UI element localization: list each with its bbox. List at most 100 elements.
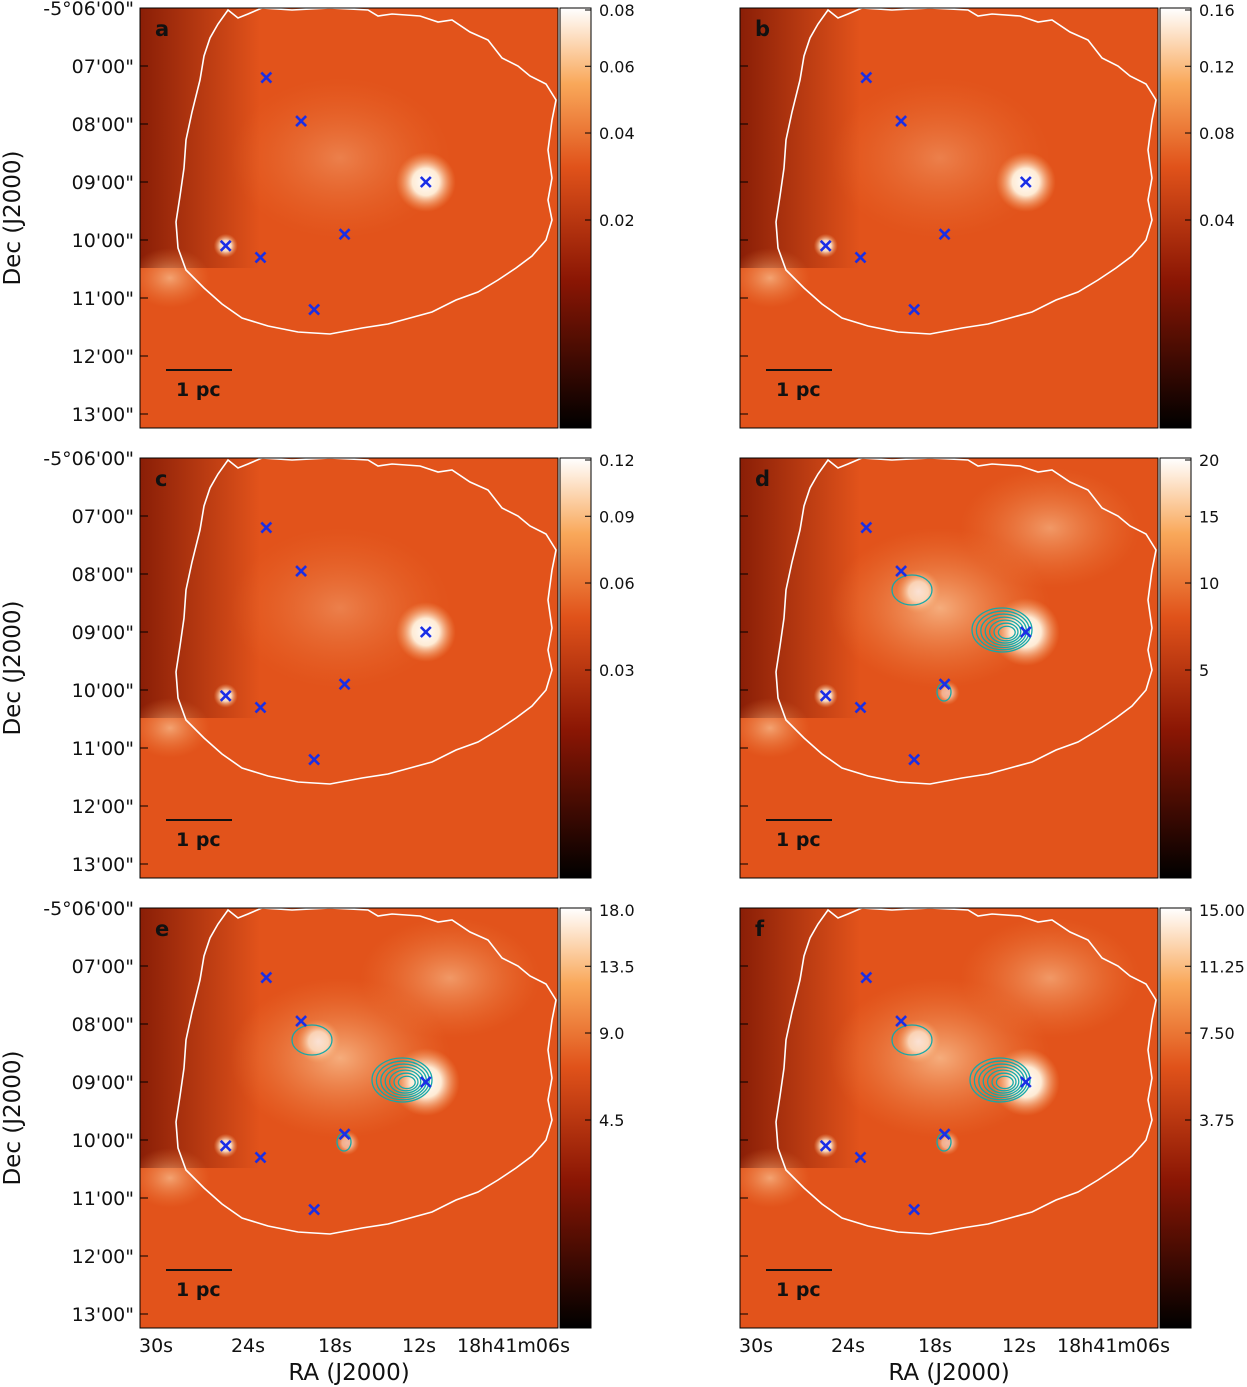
colorbar-tick-label: 15.00 <box>1199 901 1245 920</box>
panel-letter: c <box>155 467 167 491</box>
warm-region <box>740 1148 810 1208</box>
ra-tick-label: 18s <box>318 1335 352 1357</box>
colorbar <box>559 457 592 879</box>
source-marker <box>260 971 273 984</box>
map-frame <box>139 7 559 429</box>
scale-bar-label: 1 pc <box>176 1279 221 1301</box>
y-axis-title: Dec (J2000) <box>0 1050 26 1185</box>
source-marker <box>819 239 832 252</box>
dec-tick-label: 11'00" <box>72 738 134 760</box>
bright-source <box>896 569 941 614</box>
colorbar <box>1159 7 1192 429</box>
warm-region <box>960 918 1140 1038</box>
region-boundary <box>775 8 1157 335</box>
contour <box>291 1024 333 1056</box>
source-marker <box>295 1015 308 1028</box>
source-marker <box>895 1015 908 1028</box>
panel-letter: b <box>755 17 770 41</box>
region-boundary <box>175 908 557 1235</box>
y-axis-title: Dec (J2000) <box>0 150 26 285</box>
source-marker <box>254 701 267 714</box>
warm-region <box>140 1148 210 1208</box>
ra-tick-label: 18h41m06s <box>457 1335 570 1357</box>
colorbar-tick-label: 10 <box>1199 574 1219 593</box>
region-boundary <box>175 8 557 335</box>
ra-tick-label: 12s <box>1002 1335 1036 1357</box>
contour <box>986 1069 1020 1094</box>
colorbar <box>1159 907 1192 1329</box>
colorbar-tick-label: 7.50 <box>1199 1024 1235 1043</box>
map-frame <box>739 907 1159 1329</box>
panel-d: d 1 pc 20 15 10 5 <box>739 451 1219 879</box>
colorbar-tick-label: 0.12 <box>1199 57 1235 76</box>
source-marker <box>938 678 951 691</box>
source-marker <box>308 753 321 766</box>
colorbar-tick-label: 4.5 <box>599 1111 624 1130</box>
colorbar-tick-label: 5 <box>1199 661 1209 680</box>
dec-tick-label: 12'00" <box>72 346 134 368</box>
source-marker <box>338 1128 351 1141</box>
dec-tick-label: 09'00" <box>72 622 134 644</box>
warm-region <box>230 528 450 688</box>
colorbar <box>559 907 592 1329</box>
scale-bar-label: 1 pc <box>776 1279 821 1301</box>
region-boundary <box>775 908 1157 1235</box>
dec-tick-label: 12'00" <box>72 1246 134 1268</box>
dec-tick-label: 13'00" <box>72 1304 134 1326</box>
ra-tick-label: 30s <box>139 1335 173 1357</box>
source-marker <box>819 689 832 702</box>
source-marker <box>295 565 308 578</box>
source-marker <box>260 521 273 534</box>
contour <box>971 607 1033 653</box>
dec-tick-label: 12'00" <box>72 796 134 818</box>
warm-region <box>140 698 210 758</box>
dec-tick-label: 08'00" <box>72 114 134 136</box>
source-marker <box>338 678 351 691</box>
colorbar-tick-label: 0.08 <box>1199 124 1235 143</box>
map-image <box>740 908 1158 1328</box>
ra-tick-label: 30s <box>739 1335 773 1357</box>
source-marker <box>938 228 951 241</box>
source-marker <box>908 1203 921 1216</box>
warm-region <box>140 248 210 308</box>
source-marker <box>854 1151 867 1164</box>
source-marker <box>295 115 308 128</box>
source-marker <box>1019 176 1032 188</box>
dec-tick-label: 08'00" <box>72 564 134 586</box>
dec-tick-label: 07'00" <box>72 506 134 528</box>
panel-letter: f <box>755 917 765 941</box>
source-marker <box>819 1139 832 1152</box>
region-boundary <box>175 458 557 785</box>
source-marker <box>254 1151 267 1164</box>
map-image <box>140 8 558 428</box>
colorbar-tick-label: 0.04 <box>599 124 635 143</box>
panel-f: f 1 pc 15.00 11.25 7.50 3.75 30s 24s 18s 12s 18h41… <box>739 901 1245 1386</box>
scale-bar-label: 1 pc <box>776 829 821 851</box>
map-image <box>140 908 558 1328</box>
contour <box>969 1057 1031 1103</box>
dec-tick-label: 09'00" <box>72 172 134 194</box>
warm-region <box>230 78 450 238</box>
colorbar-tick-label: 13.5 <box>599 957 635 976</box>
dec-tick-label: 07'00" <box>72 956 134 978</box>
source-marker <box>419 1076 432 1088</box>
dec-tick-label: 11'00" <box>72 1188 134 1210</box>
source-marker <box>260 71 273 84</box>
panel-c: c 1 pc 0.12 0.09 0.06 0.03 -5°06'00" 07'00" 08'0… <box>0 448 635 879</box>
map-frame <box>139 457 559 879</box>
colorbar-tick-label: 0.03 <box>599 661 635 680</box>
contour <box>371 1057 433 1103</box>
colorbar-tick-label: 0.09 <box>599 507 635 526</box>
ra-tick-label: 18s <box>918 1335 952 1357</box>
x-axis-title: RA (J2000) <box>888 1360 1009 1386</box>
warm-region <box>830 78 1050 238</box>
map-image <box>740 8 1158 428</box>
ra-tick-label: 24s <box>831 1335 865 1357</box>
source-marker <box>338 228 351 241</box>
contour <box>891 1024 933 1056</box>
dec-tick-label: 09'00" <box>72 1072 134 1094</box>
scale-bar-label: 1 pc <box>176 829 221 851</box>
dec-tick-label: 13'00" <box>72 854 134 876</box>
contour <box>993 622 1019 642</box>
